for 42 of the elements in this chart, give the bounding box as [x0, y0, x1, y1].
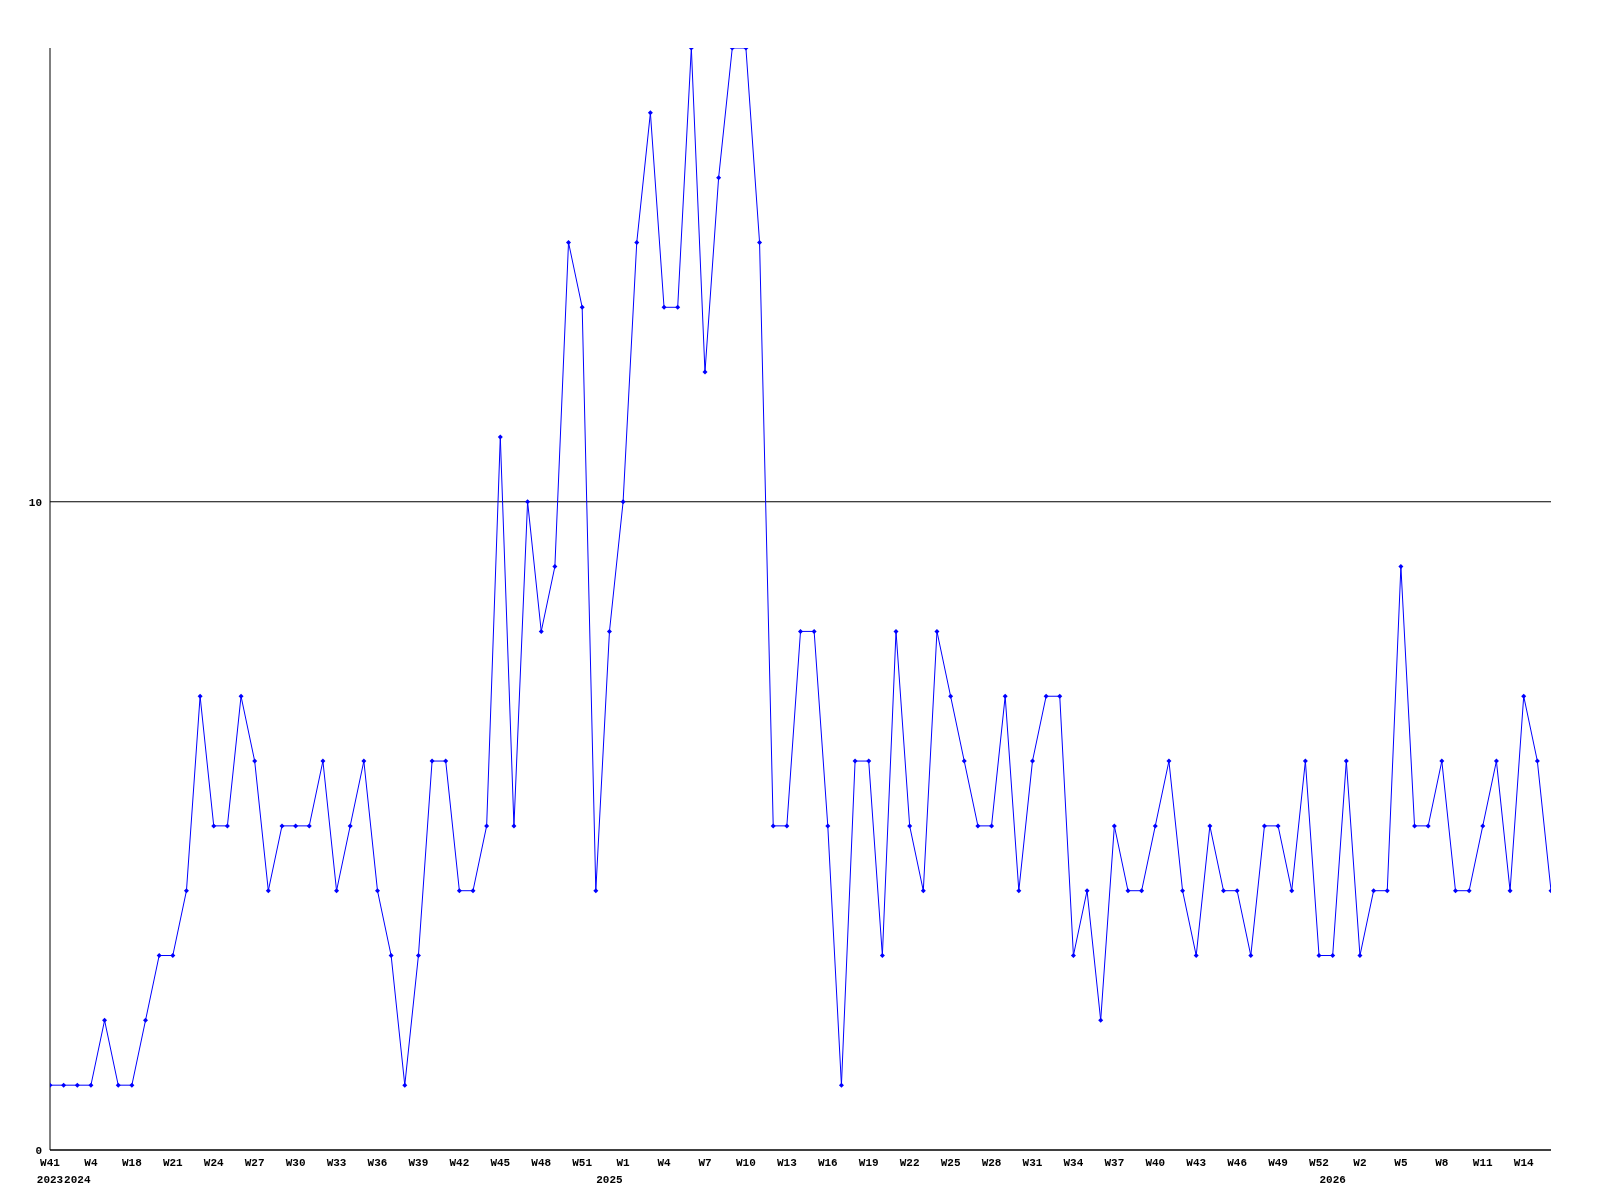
x-tick-label: W40 [1145, 1157, 1166, 1169]
x-tick-label: W11 [1472, 1157, 1494, 1169]
x-tick-label: W7 [698, 1157, 712, 1169]
x-tick-label: W2 [1353, 1157, 1367, 1169]
x-tick-label: W31 [1022, 1157, 1043, 1169]
x-tick-label: W19 [858, 1157, 879, 1169]
x-tick-label: W8 [1435, 1157, 1449, 1169]
x-tick-label: W36 [367, 1157, 388, 1169]
x-tick-label: W16 [817, 1157, 838, 1169]
x-tick-label: W10 [736, 1157, 756, 1169]
x-tick-label: W46 [1227, 1157, 1248, 1169]
x-tick-label: 2026 [1319, 1174, 1346, 1186]
x-tick-label: W30 [285, 1157, 306, 1169]
x-tick-label: W13 [776, 1157, 798, 1169]
x-tick-label: W34 [1063, 1157, 1084, 1169]
x-tick-label: 2025 [596, 1174, 624, 1186]
x-tick-label: W37 [1104, 1157, 1125, 1169]
x-tick-label: W4 [657, 1157, 672, 1169]
x-tick-label: W39 [408, 1157, 429, 1169]
x-tick-label: W48 [531, 1157, 552, 1169]
x-tick-label: W18 [121, 1157, 143, 1169]
y-tick-label: 10 [28, 496, 42, 509]
x-tick-label: W45 [490, 1157, 511, 1169]
x-tick-label: W52 [1309, 1157, 1329, 1169]
x-tick-label: W14 [1513, 1157, 1535, 1169]
x-tick-label: W28 [981, 1157, 1002, 1169]
x-tick-label: W4 [84, 1157, 98, 1169]
x-tick-label: W22 [899, 1157, 920, 1169]
x-tick-label: W49 [1268, 1157, 1288, 1169]
x-tick-label: W5 [1394, 1157, 1408, 1169]
x-tick-label: W21 [162, 1157, 184, 1169]
x-tick-label: 2024 [64, 1174, 91, 1186]
x-tick-label: W41 2023 [36, 1157, 64, 1186]
x-tick-label: W27 [244, 1157, 265, 1169]
x-tick-label: W1 [616, 1157, 631, 1169]
x-tick-label: W33 [326, 1157, 347, 1169]
x-tick-label: W43 [1186, 1157, 1207, 1169]
x-tick-label: W25 [940, 1157, 961, 1169]
x-tick-label: W42 [449, 1157, 470, 1169]
x-tick-label: W24 [203, 1157, 225, 1169]
x-tick-label: W51 [572, 1157, 593, 1169]
y-tick-label: 0 [35, 1144, 42, 1157]
